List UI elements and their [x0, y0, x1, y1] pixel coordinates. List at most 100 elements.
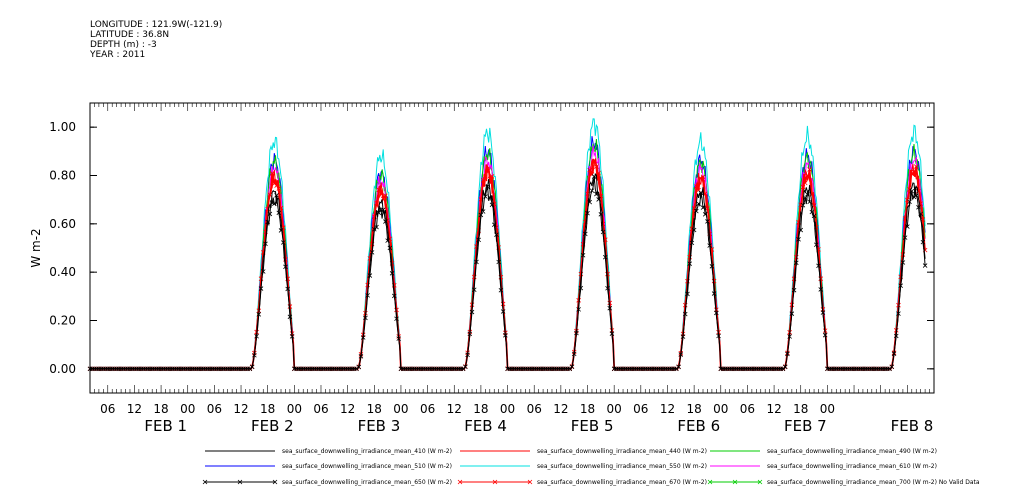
x-hour-label: 12 — [660, 402, 675, 416]
series-marker — [571, 351, 577, 357]
series-marker — [256, 312, 262, 317]
series-marker — [893, 333, 899, 339]
series-marker — [252, 352, 257, 358]
series-marker — [383, 193, 388, 198]
x-hour-label: 00 — [180, 402, 195, 416]
series-marker — [578, 285, 584, 291]
series-marker — [811, 213, 817, 219]
series-marker — [591, 159, 597, 165]
series-marker — [485, 169, 490, 174]
series-marker — [500, 301, 506, 307]
series-marker — [596, 170, 601, 176]
series-marker — [289, 334, 295, 339]
series-marker — [607, 300, 613, 306]
x-hour-label: 18 — [260, 402, 275, 416]
x-hour-label: 06 — [420, 402, 435, 416]
legend-marker — [237, 479, 243, 485]
series-marker — [816, 263, 821, 269]
series-marker — [478, 212, 484, 218]
series-marker — [800, 184, 806, 190]
header-info: LONGITUDE : 121.9W(-121.9) LATITUDE : 36… — [90, 20, 222, 60]
series-marker — [607, 305, 613, 311]
series-marker — [822, 332, 828, 338]
series-marker — [489, 174, 495, 179]
legend-label: sea_surface_downwelling_irradiance_mean_… — [537, 448, 707, 455]
series-marker — [682, 311, 688, 317]
series-marker — [576, 307, 581, 312]
series-marker — [469, 309, 475, 315]
series-marker — [913, 193, 919, 198]
legend-marker — [732, 479, 738, 485]
series-marker — [694, 183, 699, 189]
x-hour-label: 00 — [500, 402, 515, 416]
series-marker — [691, 227, 697, 233]
series-marker — [392, 293, 397, 299]
series-marker — [260, 269, 266, 274]
series-marker — [363, 315, 368, 321]
series-marker — [794, 254, 799, 260]
series-marker — [676, 364, 681, 370]
series-marker — [489, 202, 495, 208]
series-marker — [805, 173, 810, 178]
series-marker — [376, 210, 382, 216]
series-marker — [909, 188, 915, 194]
series-marker — [698, 176, 704, 181]
series-marker — [367, 273, 373, 278]
series-marker — [503, 333, 508, 338]
series-marker — [280, 240, 286, 245]
x-hour-label: 12 — [766, 402, 781, 416]
series-marker — [276, 186, 282, 191]
series-marker — [911, 194, 917, 200]
series-marker — [500, 309, 506, 314]
series-marker — [702, 212, 708, 217]
series-marker — [480, 209, 486, 214]
x-hour-label: 00 — [607, 402, 622, 416]
x-hour-label: 18 — [367, 402, 382, 416]
x-hour-label: 00 — [287, 402, 302, 416]
series-marker — [396, 336, 402, 341]
series-6 — [87, 174, 928, 372]
series-marker — [389, 271, 395, 276]
series-marker — [787, 334, 792, 339]
series-marker — [603, 254, 608, 260]
legend-item: sea_surface_downwelling_irradiance_mean_… — [205, 463, 452, 470]
y-tick-label: 1.00 — [49, 120, 76, 134]
x-hour-label: 18 — [686, 402, 701, 416]
series-marker — [589, 188, 595, 193]
legend-label: sea_surface_downwelling_irradiance_mean_… — [537, 463, 707, 470]
legend-label: sea_surface_downwelling_irradiance_mean_… — [767, 463, 937, 470]
series-marker — [463, 364, 468, 370]
series-marker — [818, 287, 824, 292]
series-marker — [902, 235, 908, 240]
y-tick-label: 0.40 — [49, 265, 76, 279]
x-day-label: FEB 6 — [677, 417, 720, 435]
series-marker — [900, 260, 906, 265]
series-marker — [480, 178, 486, 183]
series-marker — [580, 252, 586, 258]
x-hour-label: 00 — [393, 402, 408, 416]
legend-marker — [757, 479, 763, 485]
series-marker — [394, 307, 399, 313]
series-marker — [591, 174, 597, 179]
series-group — [87, 118, 928, 372]
series-marker — [807, 167, 812, 172]
y-axis-label: W m-2 — [29, 228, 43, 267]
x-day-label: FEB 2 — [251, 417, 294, 435]
series-marker — [918, 211, 923, 217]
series-marker — [809, 209, 815, 215]
series-marker — [694, 208, 699, 214]
y-tick-label: 0.60 — [49, 217, 76, 231]
series-marker — [798, 227, 804, 233]
series-marker — [385, 238, 390, 243]
legend-marker — [272, 479, 278, 485]
legend-label: sea_surface_downwelling_irradiance_mean_… — [767, 448, 937, 455]
series-marker — [374, 200, 379, 206]
series-marker — [485, 184, 490, 190]
x-hour-label: 18 — [580, 402, 595, 416]
series-marker — [483, 174, 488, 180]
series-marker — [594, 164, 599, 169]
x-hour-label: 06 — [313, 402, 328, 416]
series-marker — [802, 195, 808, 201]
series-line — [90, 138, 926, 370]
series-marker — [263, 241, 268, 247]
